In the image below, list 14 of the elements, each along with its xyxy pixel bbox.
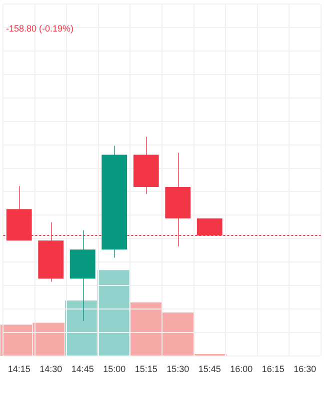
x-tick-label: 15:00: [103, 364, 126, 374]
candlestick: [70, 230, 96, 322]
candlestick: [133, 136, 159, 195]
candlestick: [102, 145, 128, 258]
x-tick-label: 15:30: [166, 364, 190, 374]
x-tick-label: 14:30: [40, 364, 62, 374]
x-tick-label: 14:15: [8, 364, 30, 374]
x-tick-label: 15:45: [198, 364, 221, 374]
x-tick-label: 16:15: [262, 364, 284, 374]
text: -158.80 (-0.19%): [6, 23, 74, 34]
x-tick-label: 15:15: [134, 364, 158, 374]
x-tick-label: 16:30: [294, 364, 316, 374]
x-tick-label: 14:45: [71, 364, 94, 374]
x-tick-label: 16:00: [230, 364, 253, 374]
